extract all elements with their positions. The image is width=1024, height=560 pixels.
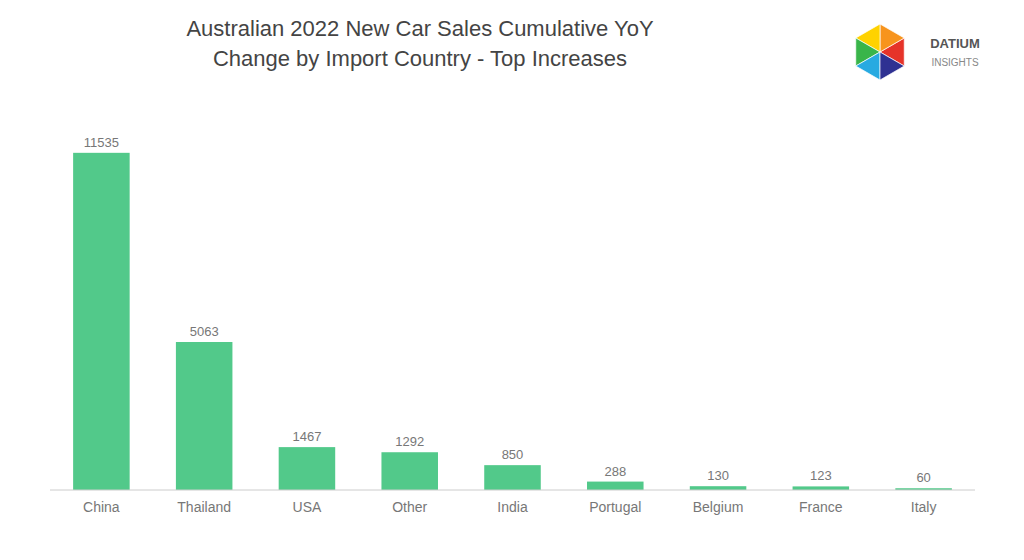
data-label: 5063 (190, 324, 219, 339)
data-label: 130 (707, 468, 729, 483)
x-tick-label: Other (392, 499, 427, 515)
x-tick-label: Portugal (589, 499, 641, 515)
x-tick-label: China (83, 499, 120, 515)
bar (73, 153, 130, 490)
logo-segment (856, 52, 880, 80)
x-tick-label: France (799, 499, 843, 515)
chart: Australian 2022 New Car Sales Cumulative… (0, 0, 1024, 560)
title: Australian 2022 New Car Sales Cumulative… (186, 16, 653, 71)
bar (279, 447, 336, 490)
x-tick-label: USA (293, 499, 322, 515)
bars (73, 153, 952, 490)
bar (484, 465, 541, 490)
x-tick-label: India (497, 499, 528, 515)
data-label: 1292 (395, 434, 424, 449)
x-tick-label: Italy (911, 499, 937, 515)
bar (587, 482, 644, 490)
data-label: 123 (810, 468, 832, 483)
data-label: 850 (502, 447, 524, 462)
x-axis-line (50, 490, 975, 491)
data-label: 60 (916, 470, 930, 485)
data-label: 288 (604, 464, 626, 479)
x-tick-labels: China Thailand USA Other India Portugal Belgiu… (83, 499, 936, 515)
data-label: 1467 (292, 429, 321, 444)
data-label: 11535 (84, 135, 119, 150)
bar (381, 452, 438, 490)
data-labels: 11535 5063 1467 1292 850 288 130 123 60 (84, 135, 931, 485)
annotation: INSIGHTS (931, 57, 979, 68)
bar (793, 486, 850, 490)
logo-segment (880, 52, 904, 80)
x-tick-label: Belgium (693, 499, 744, 515)
x-tick-label: Thailand (177, 499, 231, 515)
bar (176, 342, 233, 490)
bar (690, 486, 747, 490)
logo-segment (880, 24, 904, 52)
logo: DATIUM INSIGHTS (856, 24, 980, 80)
background (0, 0, 1024, 560)
annotation: DATIUM (930, 36, 980, 51)
